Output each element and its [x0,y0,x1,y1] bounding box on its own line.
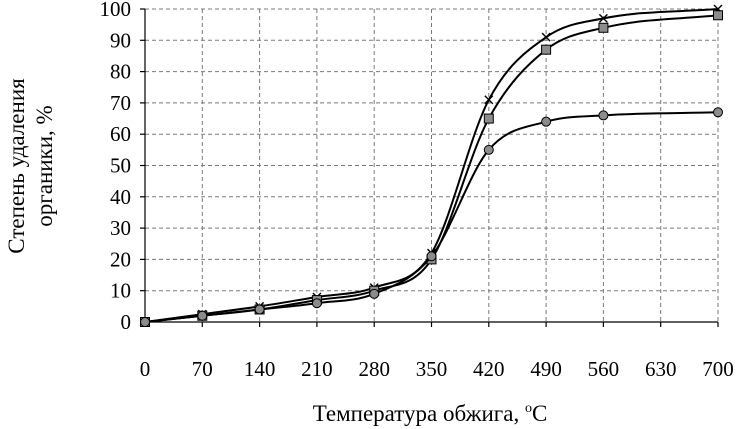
data-point-square [598,22,609,33]
data-point-circle [713,107,723,118]
y-axis-title-line1: Степень удаления [4,78,29,254]
x-tick-label: 0 [140,357,151,381]
data-point-circle [140,317,150,327]
y-tick-label: 80 [110,60,131,84]
x-tick-label: 350 [416,357,448,381]
x-tick-label: 630 [645,357,677,381]
data-point-circle [598,110,609,121]
data-point-square [483,113,494,124]
data-point-circle [254,304,265,315]
y-tick-label: 50 [110,154,131,178]
x-tick-label: 280 [358,357,390,381]
y-tick-label: 30 [110,216,131,240]
y-tick-label: 100 [100,0,132,21]
series-circle [140,107,723,327]
x-axis-title: Температура обжига, оС [313,401,548,426]
x-tick-label: 210 [301,357,333,381]
y-tick-label: 60 [110,122,131,146]
series [140,4,723,327]
x-tick-label: 490 [530,357,562,381]
y-tick-label: 70 [110,91,131,115]
y-tick-label: 0 [121,310,132,334]
x-axis-title-sup: о [525,401,532,416]
data-point-circle [369,288,380,299]
y-tick-label: 10 [110,279,131,303]
x-tick-label: 420 [473,357,505,381]
y-axis-title: Степень удаления органики, % [4,78,57,254]
data-point-cross [484,95,494,105]
x-tick-label: 560 [588,357,620,381]
y-tick-label: 40 [110,185,131,209]
x-tick-label: 140 [244,357,276,381]
x-axis-title-main: Температура обжига, [313,401,525,426]
data-point-circle [197,310,208,321]
data-point-square [713,10,723,21]
x-tick-labels: 0 70 140 210 280 350 420 490 560 630 700 [140,357,734,381]
data-point-circle [426,251,437,262]
data-point-circle [483,144,494,155]
x-tick-label: 70 [192,357,213,381]
x-tick-label: 700 [702,357,734,381]
y-axis-title-line2: органики, % [32,105,57,226]
data-point-square [541,44,552,55]
data-point-cross [541,32,551,42]
y-tick-labels: 0 10 20 30 40 50 60 70 80 90 100 [100,0,132,334]
y-tick-label: 20 [110,247,131,271]
grid [145,8,719,322]
y-tick-label: 90 [110,28,131,52]
data-point-circle [541,116,552,127]
data-point-cross [598,13,608,23]
x-axis-title-unit: С [532,401,547,426]
data-point-circle [311,298,322,309]
axes [140,8,719,327]
